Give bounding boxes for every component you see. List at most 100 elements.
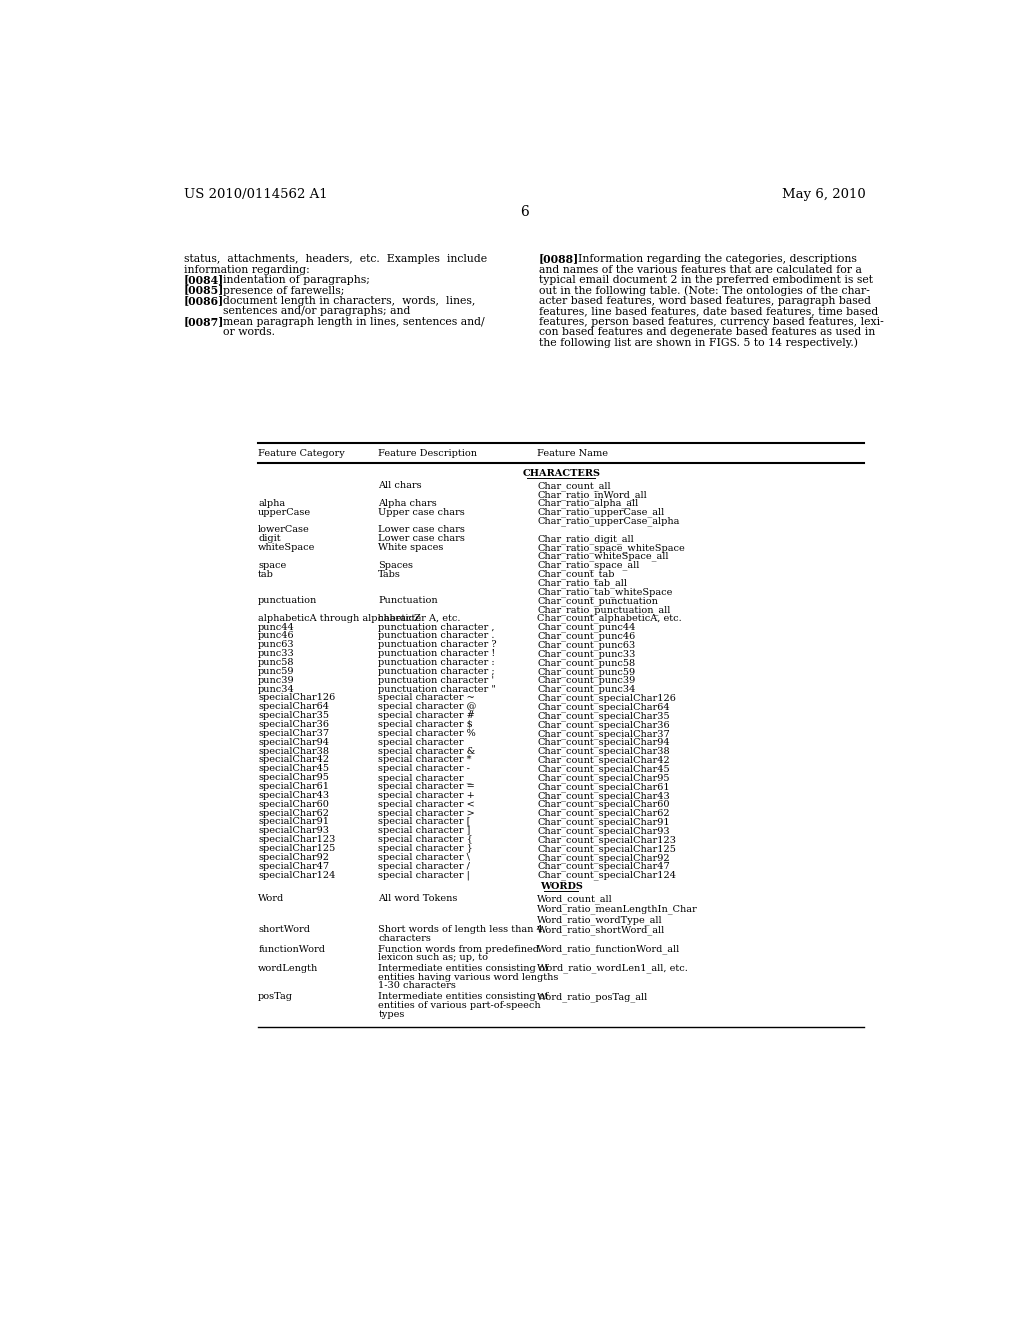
Text: the following list are shown in FIGS. 5 to 14 respectively.): the following list are shown in FIGS. 5 … [539, 337, 858, 347]
Text: special character <: special character < [378, 800, 475, 809]
Text: Intermediate entities consisting of: Intermediate entities consisting of [378, 964, 549, 973]
Text: Lower case chars: Lower case chars [378, 525, 465, 535]
Text: special character {: special character { [378, 836, 473, 845]
Text: specialChar60: specialChar60 [258, 800, 329, 809]
Text: punctuation character ?: punctuation character ? [378, 640, 497, 649]
Text: special character |: special character | [378, 871, 470, 880]
Text: types: types [378, 1010, 404, 1019]
Text: Char_count_specialChar124: Char_count_specialChar124 [538, 871, 676, 880]
Text: Char_count_specialChar42: Char_count_specialChar42 [538, 755, 670, 766]
Text: special character +: special character + [378, 791, 475, 800]
Text: whiteSpace: whiteSpace [258, 543, 315, 552]
Text: Word_ratio_wordLen1_all, etc.: Word_ratio_wordLen1_all, etc. [538, 964, 688, 973]
Text: shortWord: shortWord [258, 925, 310, 935]
Text: specialChar125: specialChar125 [258, 843, 336, 853]
Text: White spaces: White spaces [378, 543, 443, 552]
Text: Punctuation: Punctuation [378, 597, 438, 605]
Text: Char_count_punc63: Char_count_punc63 [538, 640, 636, 649]
Text: special character #: special character # [378, 711, 475, 721]
Text: special character ~: special character ~ [378, 693, 475, 702]
Text: typical email document 2 in the preferred embodiment is set: typical email document 2 in the preferre… [539, 275, 872, 285]
Text: punctuation character ": punctuation character " [378, 685, 497, 693]
Text: digit: digit [258, 535, 281, 543]
Text: Char_ratio_punctuation_all: Char_ratio_punctuation_all [538, 605, 671, 615]
Text: Word_ratio_posTag_all: Word_ratio_posTag_all [538, 991, 648, 1002]
Text: specialChar42: specialChar42 [258, 755, 330, 764]
Text: information regarding:: information regarding: [183, 265, 309, 275]
Text: Char_ratio_upperCase_alpha: Char_ratio_upperCase_alpha [538, 516, 680, 527]
Text: Upper case chars: Upper case chars [378, 507, 465, 516]
Text: Char_count_specialChar92: Char_count_specialChar92 [538, 853, 670, 862]
Text: Word_ratio_wordType_all: Word_ratio_wordType_all [538, 915, 663, 924]
Text: Char_count_specialChar125: Char_count_specialChar125 [538, 843, 676, 854]
Text: All word Tokens: All word Tokens [378, 894, 458, 903]
Text: punc59: punc59 [258, 667, 295, 676]
Text: specialChar37: specialChar37 [258, 729, 330, 738]
Text: special character =: special character = [378, 781, 475, 791]
Text: Char_count_specialChar36: Char_count_specialChar36 [538, 719, 670, 730]
Text: special character \: special character \ [378, 853, 470, 862]
Text: Char_ratio_tab_whiteSpace: Char_ratio_tab_whiteSpace [538, 587, 673, 597]
Text: Word_ratio_shortWord_all: Word_ratio_shortWord_all [538, 925, 666, 935]
Text: lowerCase: lowerCase [258, 525, 310, 535]
Text: Char_ratio_tab_all: Char_ratio_tab_all [538, 578, 627, 587]
Text: special character /: special character / [378, 862, 470, 871]
Text: specialChar94: specialChar94 [258, 738, 329, 747]
Text: [0088]: [0088] [539, 253, 579, 264]
Text: Char_ratio_space_all: Char_ratio_space_all [538, 561, 640, 570]
Text: special character: special character [378, 738, 464, 747]
Text: Char_count_specialChar37: Char_count_specialChar37 [538, 729, 670, 739]
Text: functionWord: functionWord [258, 945, 326, 953]
Text: Feature Name: Feature Name [538, 449, 608, 458]
Text: specialChar92: specialChar92 [258, 853, 329, 862]
Text: entities of various part-of-speech: entities of various part-of-speech [378, 1001, 541, 1010]
Text: May 6, 2010: May 6, 2010 [782, 189, 866, 202]
Text: Information regarding the categories, descriptions: Information regarding the categories, de… [578, 255, 856, 264]
Text: presence of farewells;: presence of farewells; [222, 285, 344, 296]
Text: Char_ratio_whiteSpace_all: Char_ratio_whiteSpace_all [538, 552, 669, 561]
Text: Char_count_specialChar45: Char_count_specialChar45 [538, 764, 670, 774]
Text: Char_count_specialChar35: Char_count_specialChar35 [538, 711, 670, 721]
Text: 1-30 characters: 1-30 characters [378, 982, 457, 990]
Text: punc39: punc39 [258, 676, 295, 685]
Text: Spaces: Spaces [378, 561, 414, 570]
Text: special character %: special character % [378, 729, 476, 738]
Text: Char_count_punc33: Char_count_punc33 [538, 649, 636, 659]
Text: punc46: punc46 [258, 631, 295, 640]
Text: Char_count_punc39: Char_count_punc39 [538, 676, 636, 685]
Text: entities having various word lengths: entities having various word lengths [378, 973, 559, 982]
Text: special character @: special character @ [378, 702, 477, 711]
Text: Char_count_specialChar38: Char_count_specialChar38 [538, 747, 670, 756]
Text: specialChar36: specialChar36 [258, 719, 329, 729]
Text: specialChar64: specialChar64 [258, 702, 329, 711]
Text: special character -: special character - [378, 764, 470, 774]
Text: Feature Description: Feature Description [378, 449, 477, 458]
Text: specialChar35: specialChar35 [258, 711, 329, 721]
Text: [0085]: [0085] [183, 285, 224, 296]
Text: alphabeticA through alphabeticZ: alphabeticA through alphabeticZ [258, 614, 421, 623]
Text: Alpha chars: Alpha chars [378, 499, 437, 508]
Text: Char_count_specialChar60: Char_count_specialChar60 [538, 800, 670, 809]
Text: out in the following table. (Note: The ontologies of the char-: out in the following table. (Note: The o… [539, 285, 869, 296]
Text: acter based features, word based features, paragraph based: acter based features, word based feature… [539, 296, 870, 306]
Text: special character *: special character * [378, 755, 472, 764]
Text: Char_count_specialChar126: Char_count_specialChar126 [538, 693, 676, 704]
Text: indentation of paragraphs;: indentation of paragraphs; [222, 275, 370, 285]
Text: punctuation: punctuation [258, 597, 317, 605]
Text: specialChar123: specialChar123 [258, 836, 336, 845]
Text: sentences and/or paragraphs; and: sentences and/or paragraphs; and [222, 306, 410, 317]
Text: special character }: special character } [378, 843, 473, 853]
Text: punctuation character ,: punctuation character , [378, 623, 495, 632]
Text: specialChar124: specialChar124 [258, 871, 336, 879]
Text: Char_count_punc44: Char_count_punc44 [538, 623, 636, 632]
Text: specialChar45: specialChar45 [258, 764, 329, 774]
Text: specialChar38: specialChar38 [258, 747, 329, 755]
Text: specialChar91: specialChar91 [258, 817, 329, 826]
Text: Char_count_specialChar123: Char_count_specialChar123 [538, 836, 676, 845]
Text: status,  attachments,  headers,  etc.  Examples  include: status, attachments, headers, etc. Examp… [183, 255, 487, 264]
Text: features, person based features, currency based features, lexi-: features, person based features, currenc… [539, 317, 884, 327]
Text: Char_count_specialChar47: Char_count_specialChar47 [538, 862, 670, 871]
Text: punctuation character :: punctuation character : [378, 659, 495, 667]
Text: US 2010/0114562 A1: US 2010/0114562 A1 [183, 189, 328, 202]
Text: special character &: special character & [378, 747, 476, 755]
